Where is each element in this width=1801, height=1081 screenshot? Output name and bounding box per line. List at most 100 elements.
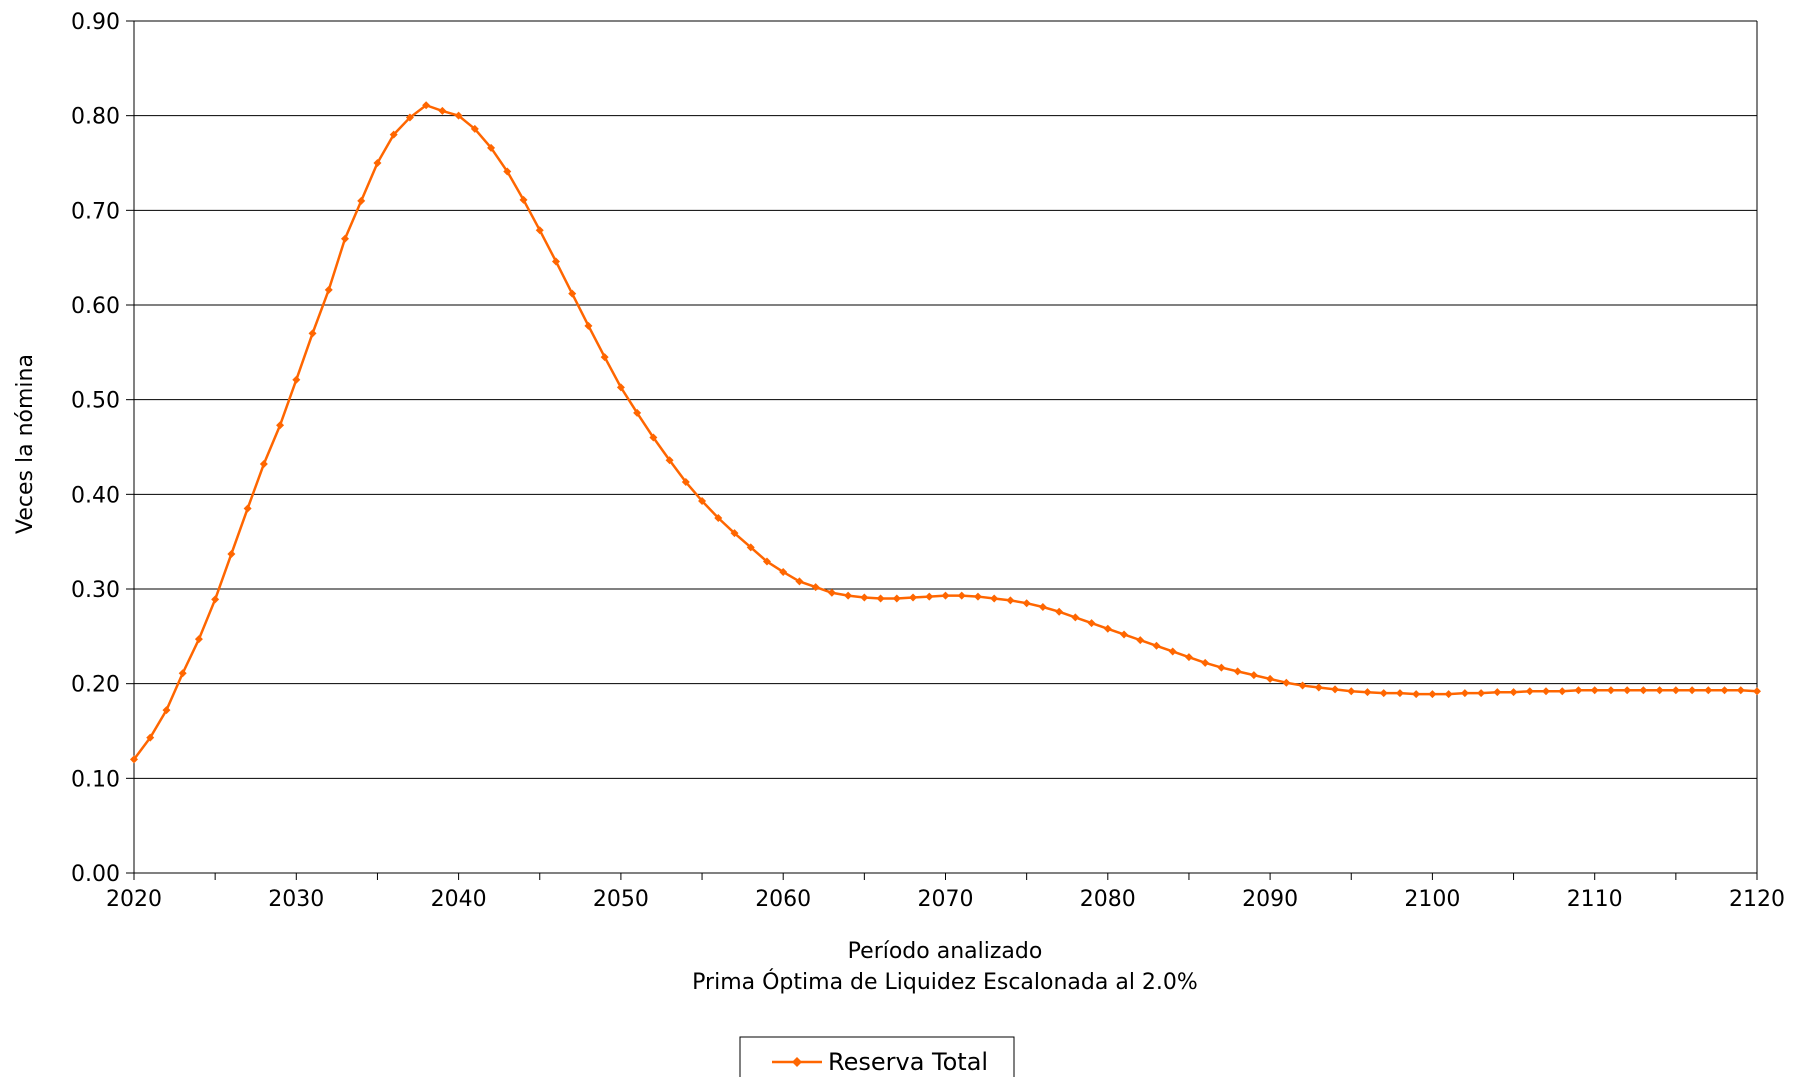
data-point xyxy=(340,234,349,243)
data-point xyxy=(503,167,512,176)
data-point xyxy=(1477,689,1486,698)
y-tick-label: 0.60 xyxy=(71,294,120,319)
data-point xyxy=(1022,599,1031,608)
data-point xyxy=(779,567,788,576)
data-point xyxy=(1606,686,1615,695)
y-tick-label: 0.00 xyxy=(71,862,120,887)
data-point xyxy=(827,588,836,597)
data-point xyxy=(1006,596,1015,605)
data-point xyxy=(795,577,804,586)
data-point xyxy=(746,543,755,552)
data-point xyxy=(844,591,853,600)
x-tick-label: 2080 xyxy=(1080,887,1136,912)
legend-label-reserva-total: Reserva Total xyxy=(828,1048,988,1076)
data-point xyxy=(811,583,820,592)
x-axis-title: Período analizado xyxy=(848,939,1043,964)
data-point xyxy=(1720,686,1729,695)
data-point xyxy=(1509,688,1518,697)
data-point xyxy=(551,257,560,266)
legend: Reserva Total xyxy=(739,1036,1015,1081)
data-point xyxy=(925,592,934,601)
x-tick-label: 2060 xyxy=(755,887,811,912)
data-point xyxy=(1168,647,1177,656)
y-tick-label: 0.80 xyxy=(71,105,120,130)
data-point xyxy=(259,460,268,469)
axes xyxy=(126,20,1758,880)
data-point xyxy=(535,226,544,235)
data-point xyxy=(1120,630,1129,639)
data-point xyxy=(276,421,285,430)
y-tick-label: 0.20 xyxy=(71,673,120,698)
x-tick-label: 2040 xyxy=(431,887,487,912)
data-point xyxy=(1266,674,1275,683)
x-tick-label: 2050 xyxy=(593,887,649,912)
data-point xyxy=(487,143,496,152)
x-tick-label: 2020 xyxy=(106,887,162,912)
data-point xyxy=(227,549,236,558)
data-point xyxy=(957,591,966,600)
data-point xyxy=(762,557,771,566)
data-point xyxy=(860,593,869,602)
y-axis-title: Veces la nómina xyxy=(13,354,38,534)
data-point xyxy=(600,353,609,362)
data-point xyxy=(665,456,674,465)
x-tick-label: 2110 xyxy=(1567,887,1623,912)
y-tick-label: 0.50 xyxy=(71,389,120,414)
data-point xyxy=(146,733,155,742)
data-point xyxy=(1590,686,1599,695)
data-point xyxy=(1217,663,1226,672)
data-point xyxy=(422,101,431,110)
data-point xyxy=(357,196,366,205)
data-point xyxy=(454,111,463,120)
data-point xyxy=(1704,686,1713,695)
y-tick-label: 0.70 xyxy=(71,199,120,224)
chart-subtitle: Prima Óptima de Liquidez Escalonada al 2… xyxy=(692,969,1198,995)
data-point xyxy=(1412,690,1421,699)
data-point xyxy=(519,195,528,204)
y-tick-label: 0.10 xyxy=(71,767,120,792)
data-point xyxy=(1282,678,1291,687)
data-point xyxy=(714,514,723,522)
data-point xyxy=(1623,686,1632,695)
data-point xyxy=(941,591,950,600)
data-point xyxy=(178,669,187,678)
legend-box xyxy=(739,1036,1015,1081)
data-point xyxy=(1136,636,1145,645)
data-point xyxy=(324,285,333,294)
data-point xyxy=(1542,687,1551,696)
data-point xyxy=(1347,687,1356,696)
data-point xyxy=(1493,688,1502,697)
data-point xyxy=(568,289,577,298)
data-point xyxy=(130,755,138,764)
data-point xyxy=(1688,686,1697,695)
data-point xyxy=(405,113,414,122)
data-point xyxy=(681,478,690,487)
data-point xyxy=(1460,689,1469,698)
x-tick-label: 2090 xyxy=(1242,887,1298,912)
data-point xyxy=(892,594,901,603)
data-point xyxy=(1055,607,1064,616)
y-tick-label: 0.40 xyxy=(71,483,120,508)
data-point xyxy=(243,504,252,513)
data-point xyxy=(1379,689,1388,698)
data-point xyxy=(876,594,885,603)
data-point xyxy=(1103,624,1112,633)
data-point xyxy=(1574,686,1583,695)
data-point xyxy=(1558,687,1567,696)
tick-labels: 0.00 0.10 0.20 0.30 0.40 0.50 0.60 0.70 0.80 0.90… xyxy=(71,10,1785,912)
data-point xyxy=(1639,686,1648,695)
data-point xyxy=(1671,686,1680,695)
data-point xyxy=(1152,641,1161,650)
data-point xyxy=(1655,686,1664,695)
x-tick-label: 2030 xyxy=(268,887,324,912)
gridlines xyxy=(134,20,1757,779)
data-point xyxy=(1428,690,1437,699)
data-point xyxy=(1331,685,1340,694)
data-point xyxy=(470,124,479,133)
data-point xyxy=(1087,619,1096,628)
data-point xyxy=(1444,690,1453,699)
data-point xyxy=(1201,658,1210,667)
y-tick-label: 0.90 xyxy=(71,10,120,35)
